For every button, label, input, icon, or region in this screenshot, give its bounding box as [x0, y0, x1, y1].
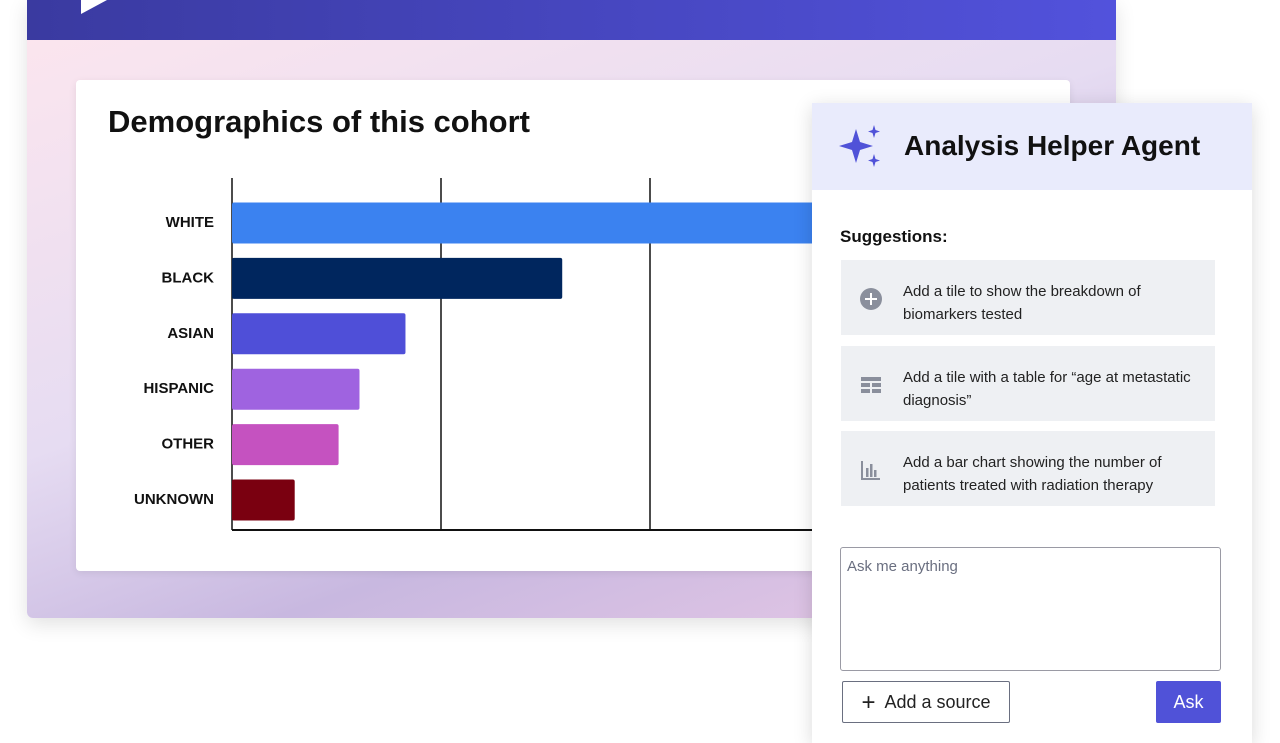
y-tick-label: BLACK — [162, 269, 215, 286]
bar — [232, 202, 901, 244]
y-tick-label: UNKNOWN — [134, 491, 214, 508]
chart-title: Demographics of this cohort — [108, 104, 530, 139]
chart: Demographics of this cohort WHITE BLACK AS… — [108, 104, 1050, 531]
ask-input[interactable]: Ask me anything — [840, 547, 1221, 671]
y-tick-label: HISPANIC — [143, 380, 214, 397]
page: Demographics of this cohort WHITE BLACK AS… — [27, 0, 1252, 723]
suggestion-text: Add a bar chart showing the number of pa… — [903, 454, 1162, 494]
bar — [232, 479, 295, 521]
y-tick-label: WHITE — [166, 214, 214, 231]
suggestions-label: Suggestions: — [840, 227, 948, 246]
suggestion[interactable]: Add a bar chart showing the number of pa… — [841, 431, 1215, 506]
suggestion-text: Add a tile with a table for “age at meta… — [903, 369, 1191, 409]
suggestion[interactable]: Add a tile with a table for “age at meta… — [841, 346, 1215, 421]
y-tick-label: ASIAN — [167, 325, 214, 342]
bar — [232, 257, 563, 299]
plus-sign: + — [861, 689, 876, 716]
ask-button[interactable]: Ask — [1156, 681, 1221, 723]
suggestion-text: Add a tile to show the breakdown of biom… — [903, 283, 1141, 323]
input-placeholder: Ask me anything — [847, 558, 958, 575]
sparkle-icon — [839, 125, 880, 167]
bar — [232, 368, 360, 410]
bar — [232, 424, 339, 466]
button-label: Add a source — [884, 692, 991, 712]
table-icon — [861, 377, 881, 393]
agent-title: Analysis Helper Agent — [904, 130, 1201, 161]
bar — [232, 313, 406, 355]
agent-panel: Analysis Helper Agent Suggestions: Add a… — [812, 103, 1252, 743]
y-tick-label: OTHER — [162, 436, 215, 453]
header-band — [27, 0, 1116, 40]
suggestion[interactable]: Add a tile to show the breakdown of biom… — [841, 260, 1215, 335]
logo-icon — [81, 0, 107, 14]
agent-header: Analysis Helper Agent — [812, 103, 1252, 190]
add-source-button[interactable]: + Add a source — [842, 681, 1010, 723]
plus-icon — [860, 288, 882, 310]
bar-chart-icon — [861, 461, 880, 480]
